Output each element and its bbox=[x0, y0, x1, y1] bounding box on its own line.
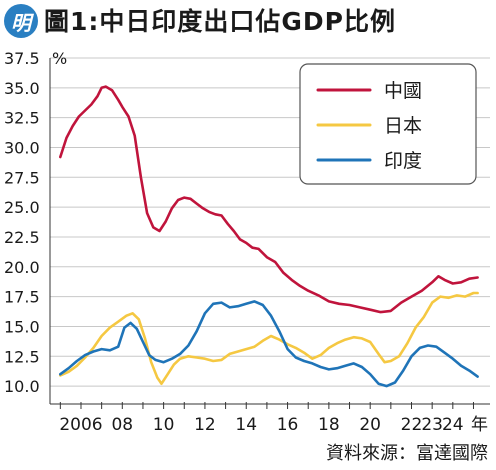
x-tick-label: 08 bbox=[111, 415, 133, 435]
chart-header: 明 圖1:中日印度出口佔GDP比例 bbox=[0, 0, 496, 44]
series-line-india bbox=[59, 300, 479, 388]
x-tick-label: 23 bbox=[421, 415, 443, 435]
x-unit-label: 年 bbox=[471, 415, 488, 435]
series-line-china bbox=[59, 85, 479, 314]
source-note: 資料來源：富達國際 bbox=[326, 443, 488, 464]
x-tick-label: 22 bbox=[401, 415, 423, 435]
y-unit-label: % bbox=[52, 49, 67, 68]
x-tick-label: 12 bbox=[194, 415, 216, 435]
chart-title: 圖1:中日印度出口佔GDP比例 bbox=[44, 7, 396, 36]
y-tick-label: 20.0 bbox=[4, 258, 40, 277]
legend-label-china: 中國 bbox=[384, 80, 422, 102]
y-tick-label: 35.0 bbox=[4, 79, 40, 98]
y-tick-label: 25.0 bbox=[4, 198, 40, 217]
y-tick-label: 12.5 bbox=[4, 347, 40, 366]
y-tick-label: 10.0 bbox=[4, 377, 40, 396]
x-tick-label: 14 bbox=[235, 415, 257, 435]
y-tick-label: 32.5 bbox=[4, 109, 40, 128]
y-tick-label: 37.5 bbox=[4, 49, 40, 68]
y-tick-label: 30.0 bbox=[4, 138, 40, 157]
brand-logo: 明 bbox=[4, 4, 38, 38]
x-tick-label: 20 bbox=[359, 415, 381, 435]
series-line-japan bbox=[59, 291, 479, 385]
y-tick-label: 15.0 bbox=[4, 317, 40, 336]
y-tick-label: 22.5 bbox=[4, 228, 40, 247]
legend-label-india: 印度 bbox=[384, 150, 422, 172]
x-tick-label: 16 bbox=[277, 415, 299, 435]
x-tick-label: 18 bbox=[318, 415, 340, 435]
x-tick-label: 10 bbox=[153, 415, 175, 435]
legend-label-japan: 日本 bbox=[384, 115, 422, 137]
x-tick-label: 24 bbox=[442, 415, 464, 435]
legend-box bbox=[299, 63, 477, 185]
y-tick-label: 17.5 bbox=[4, 288, 40, 307]
x-tick-label: 2006 bbox=[59, 415, 102, 435]
line-chart: 10.0 12.5 15.0 17.5 20.0 22.5 25.0 27.5 30.0 32.5… bbox=[4, 49, 490, 435]
y-tick-label: 27.5 bbox=[4, 168, 40, 187]
